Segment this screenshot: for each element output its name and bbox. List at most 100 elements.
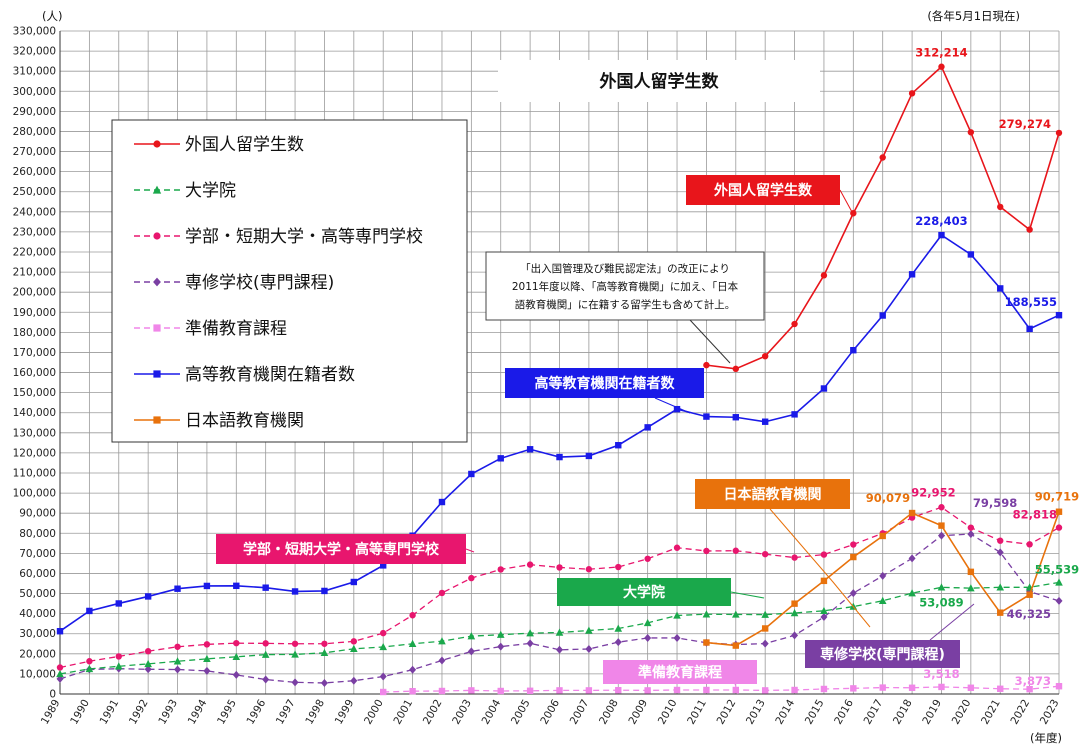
callout-higher: 高等教育機関在籍者数 xyxy=(505,368,704,398)
leader-higher xyxy=(654,397,691,414)
data-point-grad xyxy=(937,583,946,591)
data-point-prep xyxy=(644,687,651,694)
data-point-higher xyxy=(732,414,739,421)
series-prep xyxy=(380,683,1063,696)
data-point-total xyxy=(938,63,945,70)
data-point-prep xyxy=(908,684,916,691)
data-point-vocational xyxy=(937,531,945,540)
data-point-prep xyxy=(820,685,828,693)
data-point-undergrad xyxy=(1026,541,1033,548)
data-point-japanese xyxy=(997,609,1004,616)
data-point-grad xyxy=(408,639,417,647)
data-point-undergrad xyxy=(556,564,563,571)
chart-title: 外国人留学生数 xyxy=(600,71,720,92)
data-point-higher xyxy=(174,585,181,592)
x-tick-label: 1993 xyxy=(156,698,180,727)
callout-box xyxy=(505,368,704,398)
point-label-prep: 3,873 xyxy=(1015,674,1051,688)
data-point-grad xyxy=(820,606,828,615)
data-point-grad xyxy=(555,628,564,636)
callout-leaders xyxy=(465,189,975,695)
data-point-total xyxy=(1026,226,1033,233)
legend-swatch-marker xyxy=(153,232,161,240)
data-point-vocational xyxy=(644,633,652,642)
x-tick-label: 2004 xyxy=(480,697,504,726)
callout-text: 日本語教育機関 xyxy=(724,486,822,503)
data-point-vocational xyxy=(438,656,446,665)
data-point-vocational xyxy=(262,675,270,684)
leader-prep xyxy=(734,683,739,695)
point-label-prep: 3,518 xyxy=(923,667,959,681)
data-point-grad xyxy=(585,626,593,634)
data-point-grad xyxy=(56,669,64,678)
point-label-japanese: 90,079 xyxy=(866,491,910,505)
y-tick-label: 80,000 xyxy=(19,528,56,540)
legend-item-undergrad: 学部・短期大学・高等専門学校 xyxy=(134,227,423,247)
leader-grad xyxy=(730,591,765,599)
x-tick-label: 2019 xyxy=(920,698,944,727)
point-label-undergrad: 82,818 xyxy=(1013,508,1057,522)
data-point-prep xyxy=(497,687,504,695)
callouts: 外国人留学生数高等教育機関在籍者数日本語教育機関学部・短期大学・高等専門学校大学… xyxy=(216,175,960,684)
data-point-grad xyxy=(114,662,123,670)
data-point-vocational xyxy=(879,571,887,580)
x-tick-label: 2016 xyxy=(832,697,856,726)
data-point-higher xyxy=(673,405,681,413)
data-point-total xyxy=(1055,129,1063,137)
data-point-undergrad xyxy=(761,550,769,558)
x-tick-label: 2009 xyxy=(626,698,650,727)
callout-text: 専修学校(専門課程) xyxy=(820,646,945,663)
data-point-grad xyxy=(702,610,711,618)
legend-label: 大学院 xyxy=(185,181,236,201)
data-point-total xyxy=(732,365,739,373)
data-point-prep xyxy=(585,687,593,694)
legend-swatch-marker xyxy=(152,185,162,194)
y-tick-label: 260,000 xyxy=(13,166,56,178)
data-point-prep xyxy=(673,686,681,694)
x-axis: 1989 1990 1991 1992 1993 1994 1995 1996 1997 1998… xyxy=(39,697,1062,726)
data-point-higher xyxy=(967,251,975,258)
callout-text: 準備教育課程 xyxy=(638,664,722,681)
x-tick-label: 2020 xyxy=(950,698,974,727)
x-tick-label: 1997 xyxy=(274,698,298,727)
data-point-prep xyxy=(556,687,563,694)
y-tick-label: 30,000 xyxy=(19,628,56,640)
legend-swatch-marker xyxy=(153,416,161,424)
annotation-line-1: 「出入国管理及び難民認定法」の改正により xyxy=(520,262,730,275)
data-point-vocational xyxy=(467,647,475,656)
data-point-total xyxy=(703,361,710,369)
data-point-higher xyxy=(468,470,475,478)
data-point-prep xyxy=(761,687,769,694)
data-point-undergrad xyxy=(615,563,622,571)
data-point-vocational xyxy=(673,633,681,642)
data-point-higher xyxy=(908,271,916,278)
data-point-undergrad xyxy=(380,629,387,637)
callout-box xyxy=(686,175,840,205)
data-point-total xyxy=(908,90,916,97)
x-tick-label: 2005 xyxy=(509,698,533,727)
data-point-undergrad xyxy=(497,566,504,573)
data-point-grad xyxy=(996,583,1005,591)
y-tick-label: 230,000 xyxy=(13,226,56,238)
x-axis-label: (年度) xyxy=(1030,731,1062,745)
data-point-vocational xyxy=(556,645,563,654)
chart-title-box: 外国人留学生数 xyxy=(498,60,820,102)
data-point-vocational xyxy=(849,589,857,598)
y-tick-label: 50,000 xyxy=(19,588,56,600)
data-point-grad xyxy=(203,654,211,663)
y-tick-label: 320,000 xyxy=(13,46,56,58)
data-point-undergrad xyxy=(321,640,328,647)
y-tick-label: 110,000 xyxy=(13,468,56,480)
y-tick-label: 190,000 xyxy=(13,307,56,319)
data-point-vocational xyxy=(350,676,358,685)
callout-box xyxy=(557,578,731,606)
data-point-grad xyxy=(467,632,476,640)
data-point-japanese xyxy=(761,625,769,632)
legend-label: 専修学校(専門課程) xyxy=(185,273,334,293)
data-point-higher xyxy=(585,452,593,460)
callout-text: 学部・短期大学・高等専門学校 xyxy=(243,541,440,558)
data-point-undergrad xyxy=(409,612,416,619)
legend-item-japanese: 日本語教育機関 xyxy=(134,411,304,431)
data-point-undergrad xyxy=(203,641,211,648)
